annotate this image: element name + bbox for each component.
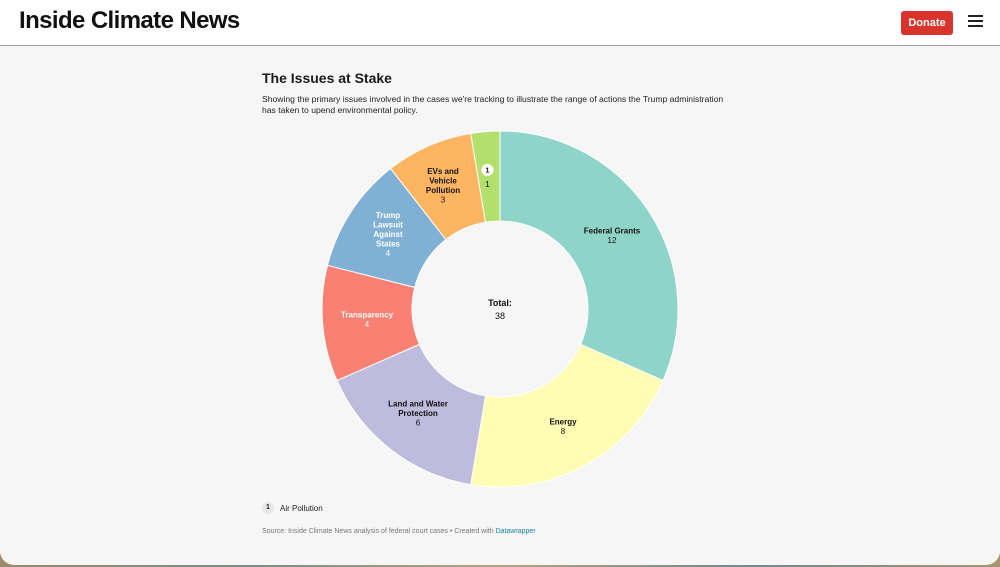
donate-button[interactable]: Donate	[901, 11, 953, 35]
slice-marker-badge	[481, 164, 494, 176]
slice-label: EVs and Vehicle Pollution 3	[426, 167, 460, 205]
slice-label: Transparency 4	[341, 310, 394, 329]
menu-bar	[968, 15, 983, 17]
slice-label: Land and Water Protection 6	[388, 400, 448, 428]
hamburger-menu-icon[interactable]	[968, 15, 983, 28]
legend-label: Air Pollution	[280, 503, 323, 513]
chart-legend: 1 Air Pollution	[262, 502, 323, 514]
slice-label: Trump Lawsuit Against States 4	[373, 211, 403, 258]
donut-center-value: 38	[495, 311, 505, 321]
source-text: Source: Inside Climate News analysis of …	[262, 528, 496, 535]
site-logo[interactable]: Inside Climate News	[19, 7, 240, 34]
slice-value-label: 1	[485, 180, 490, 189]
slice-energy[interactable]	[470, 343, 664, 488]
source-note: Source: Inside Climate News analysis of …	[262, 528, 536, 535]
site-header: Inside Climate News Donate	[0, 0, 1000, 46]
datawrapper-link[interactable]: Datawrapper	[495, 528, 536, 535]
slice-marker-label: 1	[485, 168, 489, 175]
donut-center-label: Total:	[488, 298, 512, 308]
menu-bar	[968, 25, 983, 27]
slice-1[interactable]	[470, 130, 501, 223]
chart-description: Showing the primary issues involved in t…	[262, 94, 724, 115]
legend-marker: 1	[262, 502, 274, 514]
slice-federal-grants[interactable]	[499, 130, 679, 382]
chart-title: The Issues at Stake	[262, 70, 392, 86]
slice-label: Energy 8	[549, 417, 577, 436]
slice-label: Federal Grants 12	[584, 226, 641, 245]
menu-bar	[968, 20, 983, 22]
